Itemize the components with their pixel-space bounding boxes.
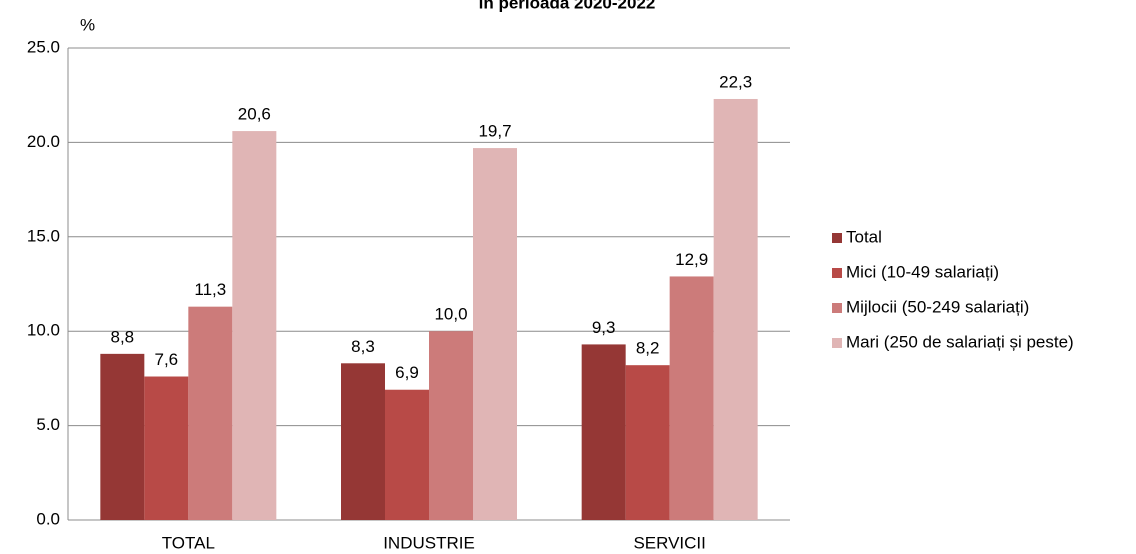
bar: [429, 331, 473, 520]
data-label: 6,9: [395, 363, 419, 382]
bar: [669, 276, 714, 520]
data-label: 7,6: [155, 350, 179, 369]
legend-label: Mici (10-49 salariați): [846, 262, 999, 281]
bar: [385, 389, 429, 520]
legend-swatch: [832, 303, 842, 313]
x-tick-label: SERVICII: [633, 533, 705, 552]
bar: [473, 148, 517, 520]
bar: [625, 365, 670, 520]
y-axis-label: %: [80, 15, 95, 34]
bar: [341, 363, 385, 520]
legend-label: Mijlocii (50-249 salariați): [846, 297, 1029, 316]
bar: [713, 98, 758, 520]
y-tick-label: 20.0: [27, 132, 60, 151]
data-label: 19,7: [478, 122, 511, 141]
data-label: 12,9: [675, 250, 708, 269]
legend-swatch: [832, 338, 842, 348]
x-tick-label: TOTAL: [162, 533, 215, 552]
bar: [232, 131, 277, 520]
data-label: 22,3: [719, 72, 752, 91]
bar: [144, 376, 189, 520]
data-label: 8,2: [636, 339, 660, 358]
data-label: 8,8: [111, 327, 135, 346]
y-tick-label: 10.0: [27, 321, 60, 340]
x-tick-label: INDUSTRIE: [383, 533, 475, 552]
data-label: 9,3: [592, 318, 616, 337]
chart-title: în perioada 2020-2022: [478, 0, 656, 12]
data-label: 8,3: [351, 337, 375, 356]
legend-swatch: [832, 268, 842, 278]
legend-label: Mari (250 de salariați și peste): [846, 332, 1074, 351]
y-tick-label: 15.0: [27, 226, 60, 245]
y-tick-label: 25.0: [27, 37, 60, 56]
bar: [188, 306, 233, 520]
data-label: 10,0: [434, 305, 467, 324]
bar: [100, 353, 145, 520]
y-tick-label: 0.0: [36, 509, 60, 528]
legend-label: Total: [846, 227, 882, 246]
data-label: 11,3: [194, 280, 226, 299]
legend-swatch: [832, 233, 842, 243]
y-tick-label: 5.0: [36, 415, 60, 434]
data-label: 20,6: [238, 105, 271, 124]
bar: [581, 344, 626, 520]
